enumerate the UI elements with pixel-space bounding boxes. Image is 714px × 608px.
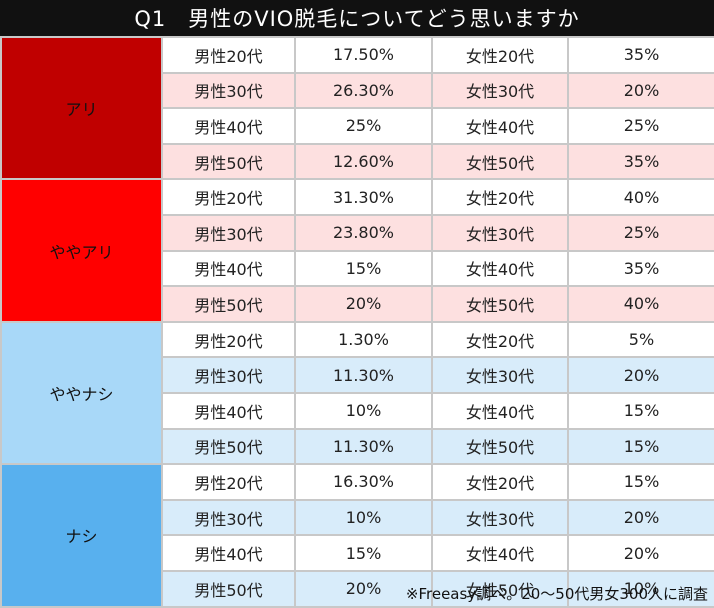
male-value-cell: 25% (294, 107, 433, 145)
table-row: 男性30代 26.30% 女性30代 20% (1, 71, 714, 110)
male-age-cell: 男性30代 (161, 213, 296, 252)
male-age-cell: 男性50代 (161, 569, 296, 608)
male-age-cell: 男性30代 (161, 71, 296, 110)
male-age-cell: 男性30代 (161, 498, 296, 537)
table-row: ややアリ 男性20代 31.30% 女性20代 40% (0, 178, 714, 323)
male-value-cell: 11.30% (294, 427, 433, 466)
male-value-cell: 15% (294, 249, 433, 288)
female-age-cell: 女性20代 (431, 178, 569, 216)
table-row: ややナシ 男性20代 1.30% 女性20代 5% (0, 320, 714, 466)
female-value-cell: 20% (567, 534, 714, 572)
male-value-cell: 10% (294, 391, 433, 430)
female-value-cell: 35% (567, 142, 714, 181)
male-age-cell: 男性20代 (161, 463, 296, 501)
male-value-cell: 15% (294, 534, 433, 572)
female-age-cell: 女性50代 (431, 427, 569, 466)
male-age-cell: 男性40代 (161, 391, 296, 430)
male-value-cell: 20% (294, 569, 433, 608)
female-value-cell: 15% (567, 463, 714, 501)
female-age-cell: 女性40代 (431, 107, 569, 145)
group-label: ナシ (0, 463, 163, 608)
table-row: 男性50代 20% 女性50代 40% (1, 285, 714, 323)
table-row: 男性30代 10% 女性30代 20% (1, 498, 714, 537)
female-value-cell: 15% (567, 427, 714, 466)
female-value-cell: 5% (567, 320, 714, 359)
male-age-cell: 男性20代 (161, 178, 296, 216)
survey-table: アリ 男性20代 17.50% 女性20代 35% 男性30代 26.30% 女性30代 20%… (0, 35, 714, 608)
male-value-cell: 12.60% (294, 142, 433, 181)
table-row: 男性30代 11.30% 女性30代 20% (1, 356, 714, 394)
table-row: アリ 男性20代 17.50% 女性20代 35% (0, 35, 714, 181)
table-row: 男性50代 20% 女性50代 10% (1, 569, 714, 608)
male-age-cell: 男性40代 (161, 249, 296, 288)
female-value-cell: 20% (567, 71, 714, 110)
female-age-cell: 女性20代 (431, 320, 569, 359)
group-label: ややアリ (0, 178, 163, 323)
group-label: アリ (0, 35, 163, 181)
male-age-cell: 男性50代 (161, 142, 296, 181)
survey-table-body: アリ 男性20代 17.50% 女性20代 35% 男性30代 26.30% 女性30代 20%… (0, 35, 714, 608)
female-age-cell: 女性50代 (431, 285, 569, 323)
female-age-cell: 女性30代 (431, 498, 569, 537)
male-value-cell: 31.30% (294, 178, 433, 216)
female-value-cell: 20% (567, 498, 714, 537)
female-value-cell: 35% (567, 36, 714, 74)
male-age-cell: 男性40代 (161, 107, 296, 145)
female-value-cell: 10% (567, 569, 714, 608)
female-value-cell: 25% (567, 107, 714, 145)
female-age-cell: 女性40代 (431, 249, 569, 288)
male-value-cell: 26.30% (294, 71, 433, 110)
male-age-cell: 男性20代 (161, 320, 296, 359)
female-age-cell: 女性30代 (431, 71, 569, 110)
male-age-cell: 男性30代 (161, 356, 296, 394)
female-value-cell: 15% (567, 391, 714, 430)
female-age-cell: 女性20代 (431, 36, 569, 74)
male-age-cell: 男性50代 (161, 427, 296, 466)
table-row: 男性40代 15% 女性40代 20% (1, 534, 714, 572)
female-age-cell: 女性20代 (431, 463, 569, 501)
female-age-cell: 女性50代 (431, 142, 569, 181)
male-value-cell: 1.30% (294, 320, 433, 359)
female-value-cell: 40% (567, 178, 714, 216)
table-row: 男性40代 15% 女性40代 35% (1, 249, 714, 288)
table-row: 男性30代 23.80% 女性30代 25% (1, 213, 714, 252)
table-row: ナシ 男性20代 16.30% 女性20代 15% (0, 463, 714, 608)
source-footnote: ※Freeasy調べ。20〜50代男女300人に調査 (405, 584, 708, 603)
female-age-cell: 女性30代 (431, 356, 569, 394)
female-value-cell: 35% (567, 249, 714, 288)
female-value-cell: 25% (567, 213, 714, 252)
female-age-cell: 女性30代 (431, 213, 569, 252)
group-label: ややナシ (0, 320, 163, 466)
male-value-cell: 23.80% (294, 213, 433, 252)
female-age-cell: 女性40代 (431, 391, 569, 430)
table-row: 男性40代 25% 女性40代 25% (1, 107, 714, 145)
male-value-cell: 20% (294, 285, 433, 323)
table-row: 男性50代 12.60% 女性50代 35% (1, 142, 714, 181)
female-age-cell: 女性40代 (431, 534, 569, 572)
male-value-cell: 11.30% (294, 356, 433, 394)
male-value-cell: 16.30% (294, 463, 433, 501)
male-age-cell: 男性40代 (161, 534, 296, 572)
male-age-cell: 男性50代 (161, 285, 296, 323)
table-row: 男性50代 11.30% 女性50代 15% (1, 427, 714, 466)
male-value-cell: 17.50% (294, 36, 433, 74)
female-value-cell: 40% (567, 285, 714, 323)
male-age-cell: 男性20代 (161, 36, 296, 74)
chart-title: Q1 男性のVIO脱毛についてどう思いますか (0, 0, 714, 36)
table-row: 男性40代 10% 女性40代 15% (1, 391, 714, 430)
female-value-cell: 20% (567, 356, 714, 394)
male-value-cell: 10% (294, 498, 433, 537)
